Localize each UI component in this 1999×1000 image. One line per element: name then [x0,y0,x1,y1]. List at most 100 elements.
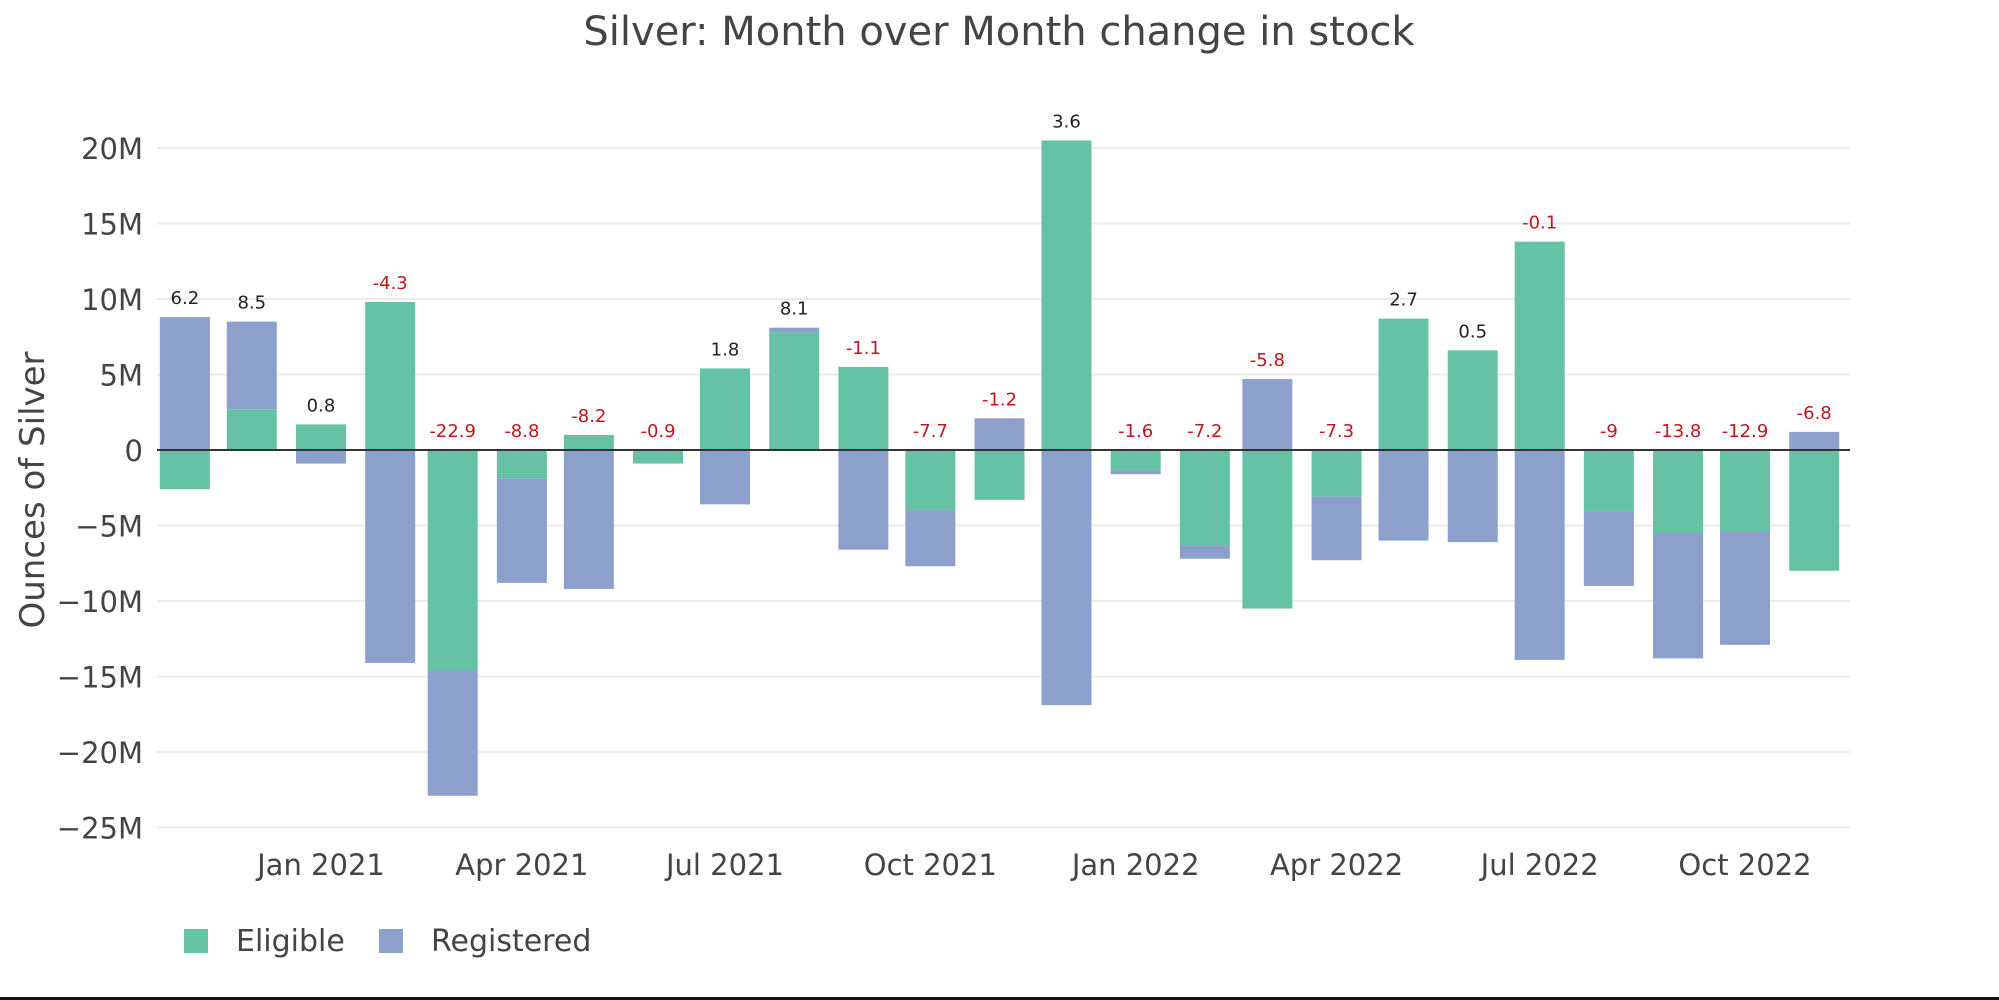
bar-eligible-2022-05-01[interactable] [1378,318,1429,450]
bar-eligible-2022-04-01[interactable] [1311,450,1362,497]
bar-net-label: -12.9 [1722,421,1769,442]
bar-eligible-2021-07-01[interactable] [699,368,750,450]
bar-registered-2022-07-01[interactable] [1514,450,1565,660]
chart-title: Silver: Month over Month change in stock [583,9,1415,55]
bar-registered-2021-08-01[interactable] [769,327,820,333]
y-axis-label: Ounces of Silver [13,351,53,628]
x-tick-label: Apr 2022 [1270,848,1403,882]
bar-eligible-2022-11-01[interactable] [1789,450,1840,571]
bar-eligible-2021-04-01[interactable] [496,450,547,479]
bar-eligible-2021-03-01[interactable] [427,450,478,671]
bar-net-label: -7.2 [1187,421,1222,442]
x-tick-label: Jan 2022 [1070,848,1200,882]
bar-eligible-2022-09-01[interactable] [1653,450,1704,534]
legend: Eligible Registered [184,924,591,959]
y-tick-label: −10M [57,585,143,619]
y-tick-label: 0 [125,434,143,468]
bar-registered-2021-01-01[interactable] [296,450,346,464]
bar-registered-2022-03-01[interactable] [1242,379,1293,450]
bar-registered-2021-10-01[interactable] [905,510,956,567]
bar-net-label: -22.9 [429,421,476,442]
bar-eligible-2021-02-01[interactable] [365,302,416,450]
bar-registered-2022-10-01[interactable] [1720,531,1771,645]
y-tick-label: −15M [57,661,143,695]
bar-net-label: 0.8 [307,395,336,416]
bar-net-label: -5.8 [1250,350,1285,371]
bar-eligible-2020-12-01[interactable] [226,409,277,450]
bar-registered-2021-03-01[interactable] [427,670,478,796]
legend-label-eligible[interactable]: Eligible [236,924,345,959]
bar-net-label: 6.2 [171,288,200,309]
bars [159,140,1840,796]
bar-net-label: -8.8 [504,421,539,442]
bar-net-label: -1.6 [1118,421,1153,442]
bar-eligible-2022-10-01[interactable] [1720,450,1771,532]
legend-label-registered[interactable]: Registered [431,924,591,959]
bar-net-label: -8.2 [571,406,606,427]
bar-net-label: 0.5 [1458,321,1487,342]
bar-eligible-2020-11-01[interactable] [159,450,210,490]
y-tick-label: −25M [57,812,143,846]
bar-registered-2020-12-01[interactable] [226,321,277,410]
bar-eligible-2022-02-01[interactable] [1179,450,1230,546]
bar-net-label: -13.8 [1655,421,1702,442]
x-tick-label: Jul 2022 [1479,848,1599,882]
x-tick-label: Apr 2021 [455,848,588,882]
bar-eligible-2022-03-01[interactable] [1242,450,1293,609]
bar-eligible-2022-08-01[interactable] [1583,450,1634,512]
bar-net-label: -0.1 [1522,213,1557,234]
bar-labels: 6.2 8.5 0.8 -4.3 -22.9 -8.8 -8.2 -0.9 1.8 8.1 -1.1… [171,111,1832,442]
bar-net-label: -1.1 [846,338,881,359]
bar-eligible-2022-06-01[interactable] [1447,350,1498,450]
bar-net-label: -9 [1600,421,1618,442]
bar-eligible-2021-06-01[interactable] [633,450,684,464]
bar-registered-2022-04-01[interactable] [1311,496,1362,561]
bar-registered-2022-09-01[interactable] [1653,533,1704,659]
bar-registered-2022-05-01[interactable] [1378,450,1429,541]
x-axis-ticks: Jan 2021 Apr 2021 Jul 2021 Oct 2021 Jan 2022… [255,848,1811,882]
y-tick-label: 5M [100,359,143,393]
bar-registered-2021-02-01[interactable] [365,450,416,663]
bar-registered-2021-04-01[interactable] [496,478,547,583]
legend-swatch-registered[interactable] [379,929,403,953]
bar-eligible-2021-09-01[interactable] [838,366,889,450]
bar-registered-2022-02-01[interactable] [1179,545,1230,559]
bar-net-label: -7.7 [913,421,948,442]
bar-eligible-2022-07-01[interactable] [1514,241,1565,450]
bar-registered-2020-11-01[interactable] [159,317,210,450]
bar-net-label: 2.7 [1389,290,1418,311]
bar-eligible-2021-08-01[interactable] [769,332,820,450]
bar-net-label: -4.3 [373,273,408,294]
bar-registered-2022-06-01[interactable] [1447,450,1498,543]
bottom-border [0,997,1999,1000]
bar-registered-2022-08-01[interactable] [1583,511,1634,586]
bar-registered-2021-09-01[interactable] [838,450,889,550]
bar-eligible-2021-10-01[interactable] [905,450,956,511]
x-tick-label: Jan 2021 [255,848,385,882]
x-tick-label: Oct 2021 [864,848,997,882]
bar-eligible-2021-05-01[interactable] [563,434,614,450]
bar-eligible-2021-01-01[interactable] [296,424,346,450]
bar-registered-2021-07-01[interactable] [699,450,750,505]
bar-eligible-2022-01-01[interactable] [1110,450,1161,471]
y-tick-label: 10M [81,283,143,317]
bar-registered-2022-11-01[interactable] [1789,431,1840,450]
y-tick-label: 20M [81,132,143,166]
bar-registered-2021-05-01[interactable] [563,450,614,589]
bar-registered-2022-01-01[interactable] [1110,470,1161,475]
bar-eligible-2021-11-01[interactable] [974,450,1025,500]
y-axis-ticks: 20M 15M 10M 5M 0 −5M −10M −15M −20M −25M [57,132,143,846]
legend-swatch-eligible[interactable] [184,929,208,953]
y-tick-label: −5M [75,510,143,544]
bar-registered-2021-12-01[interactable] [1041,450,1092,706]
bar-net-label: 8.5 [237,293,266,314]
x-tick-label: Oct 2022 [1678,848,1811,882]
bar-eligible-2021-12-01[interactable] [1041,140,1092,450]
bar-net-label: 8.1 [780,299,809,320]
bar-net-label: -0.9 [640,421,675,442]
bar-net-label: -7.3 [1319,421,1354,442]
bar-registered-2021-11-01[interactable] [974,418,1025,450]
x-tick-label: Jul 2021 [664,848,784,882]
y-tick-label: 15M [81,208,143,242]
